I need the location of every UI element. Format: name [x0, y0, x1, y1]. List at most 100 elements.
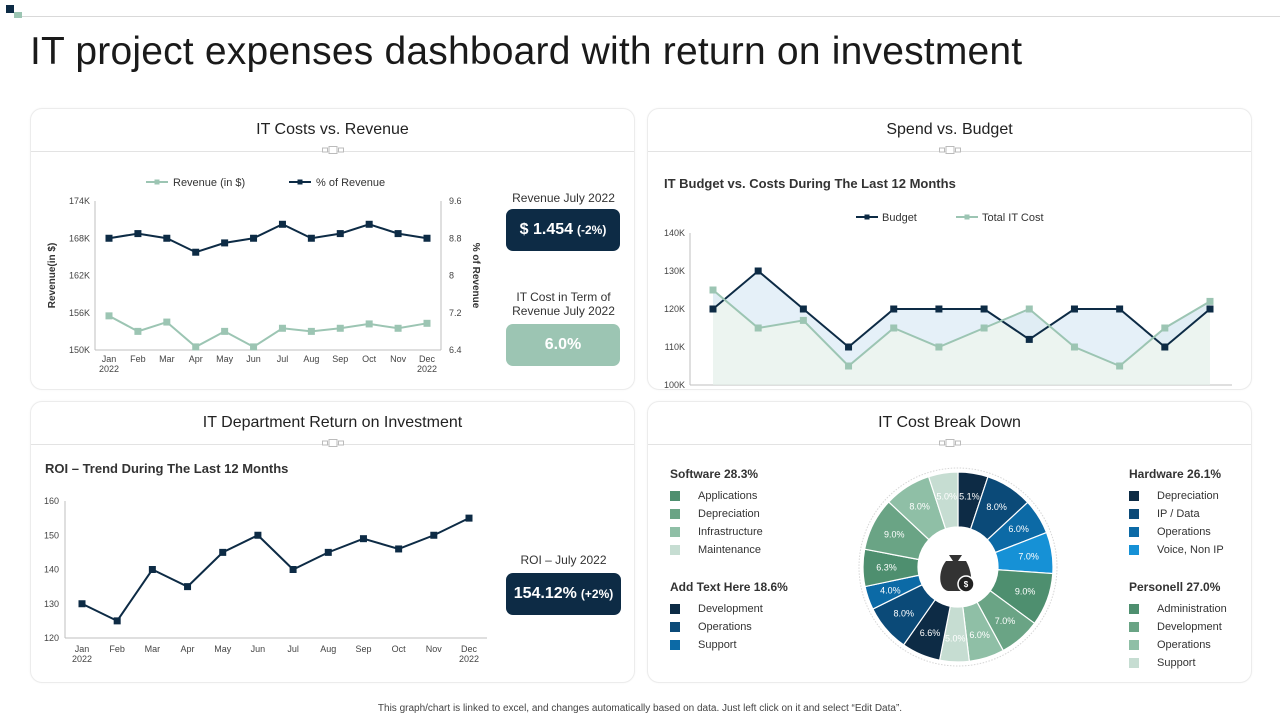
legend-swatch — [670, 509, 680, 519]
revenue-kpi-label: Revenue July 2022 — [512, 191, 615, 205]
roi-point — [359, 535, 367, 543]
legend-item: Development — [670, 600, 788, 618]
y-tick-label: 150K — [69, 345, 90, 355]
data-point-1 — [134, 230, 142, 238]
legend-item: Operations — [1129, 636, 1227, 654]
x-tick-label: Jun — [246, 354, 261, 364]
y-tick-label: 156K — [69, 308, 90, 318]
legend-group-title: Hardware 26.1% — [1129, 467, 1222, 481]
slice-label: 7.0% — [1018, 551, 1039, 561]
data-point-0 — [799, 305, 807, 313]
legend-label-1: % of Revenue — [316, 177, 385, 189]
y2-tick-label: 8.8 — [449, 233, 462, 243]
roi-subtitle: ROI – Trend During The Last 12 Months — [45, 461, 289, 476]
slice-label: 8.0% — [986, 502, 1007, 512]
data-point-1 — [336, 230, 344, 238]
legend-item: Development — [1129, 618, 1227, 636]
x-tick-label: May — [214, 644, 232, 654]
roi-point — [289, 566, 297, 573]
slice-label: 8.0% — [909, 502, 930, 512]
legend-label: Development — [1157, 621, 1222, 633]
data-point-0 — [278, 324, 286, 332]
roi-chart: 120 130 140 150 160 Jan 2022 Feb Mar Apr May Jun Jul… — [44, 496, 487, 664]
corner-accent-light — [14, 12, 22, 18]
y-axis-title: Revenue(in $) — [47, 243, 58, 309]
legend-swatch — [670, 640, 680, 650]
legend-label: Administration — [1157, 603, 1227, 615]
x-tick-label: Aug — [320, 644, 336, 654]
y-tick-label: 120K — [664, 304, 685, 314]
legend-label: Operations — [1157, 526, 1211, 538]
roi-point — [78, 600, 86, 608]
data-point-0 — [105, 312, 113, 320]
slice-label: 6.6% — [920, 628, 941, 638]
coin-icon — [957, 575, 975, 593]
data-point-0 — [1070, 305, 1078, 313]
y-tick-label: 100K — [664, 380, 685, 389]
x-tick-label: Sep — [355, 644, 371, 654]
x-tick-label: Sep — [332, 354, 348, 364]
data-point-1 — [754, 324, 762, 332]
roi-point — [465, 514, 473, 522]
x-tick-label: May — [216, 354, 234, 364]
data-point-0 — [365, 320, 373, 328]
x-tick-label: Oct — [392, 644, 407, 654]
slice-label: 7.0% — [995, 616, 1016, 626]
data-point-1 — [799, 316, 807, 324]
legend-item: Applications — [670, 487, 763, 505]
legend-swatch — [1129, 622, 1139, 632]
legend-swatch — [1129, 527, 1139, 537]
legend-label: Support — [698, 639, 737, 651]
panel-title: Spend vs. Budget — [886, 121, 1013, 138]
legend-item: Operations — [670, 618, 788, 636]
data-point-0 — [1116, 305, 1124, 313]
data-point-1 — [192, 248, 200, 256]
data-point-0 — [709, 305, 717, 313]
slice-label: 8.0% — [894, 609, 915, 619]
donut-slice — [927, 471, 959, 530]
legend-label: Depreciation — [1157, 490, 1219, 502]
x-tick-label: Apr — [181, 644, 195, 654]
donut-outer-ring — [858, 467, 1058, 667]
series-line-1 — [108, 223, 428, 254]
roi-kpi-value: 154.12% — [513, 585, 577, 602]
slice-label: 5.0% — [945, 633, 966, 643]
data-point-1 — [709, 286, 717, 294]
data-point-1 — [1206, 297, 1214, 305]
footer-note: This graph/chart is linked to excel, and… — [377, 703, 903, 714]
data-point-1 — [221, 239, 229, 247]
divider-knob-icon — [938, 146, 961, 154]
data-point-1 — [307, 234, 315, 242]
panel-roi: IT Department Return on Investment ROI –… — [30, 401, 635, 683]
data-point-0 — [754, 267, 762, 275]
legend-label: Depreciation — [698, 508, 760, 520]
x-tick-label: Nov — [390, 354, 407, 364]
legend-item: Depreciation — [1129, 487, 1224, 505]
data-point-1 — [935, 343, 943, 351]
spend-budget-subtitle: IT Budget vs. Costs During The Last 12 M… — [664, 176, 956, 191]
data-point-1 — [105, 234, 113, 242]
data-point-1 — [250, 234, 258, 242]
slice-label: 4.0% — [880, 585, 901, 595]
x-tick-label: Jul — [277, 354, 289, 364]
revenue-kpi-box: $ 1.454 (-2%) — [506, 209, 620, 251]
data-point-0 — [1025, 335, 1033, 343]
it-cost-kpi-box: 6.0% — [506, 324, 620, 366]
revenue-kpi-change: (-2%) — [577, 223, 607, 237]
divider-knob-icon — [938, 439, 961, 447]
corner-accent-dark — [6, 5, 14, 13]
x-tick-label: Oct — [362, 354, 377, 364]
legend-swatch — [1129, 491, 1139, 501]
x-tick-label: Feb — [109, 644, 125, 654]
cost-breakdown-donut: 5.1%8.0%6.0%7.0%9.0%7.0%6.0%5.0%6.6%8.0%… — [858, 467, 1058, 667]
legend-label-0: Revenue (in $) — [173, 177, 245, 189]
legend-item: Depreciation — [670, 505, 763, 523]
legend-item: Support — [670, 636, 788, 654]
legend-item: Operations — [1129, 523, 1224, 541]
data-point-0 — [163, 318, 171, 326]
y2-tick-label: 8 — [449, 271, 454, 281]
data-point-1 — [423, 234, 431, 242]
y2-axis-title: % of Revenue — [470, 243, 481, 309]
legend-swatch — [1129, 509, 1139, 519]
legend-swatch — [1129, 545, 1139, 555]
